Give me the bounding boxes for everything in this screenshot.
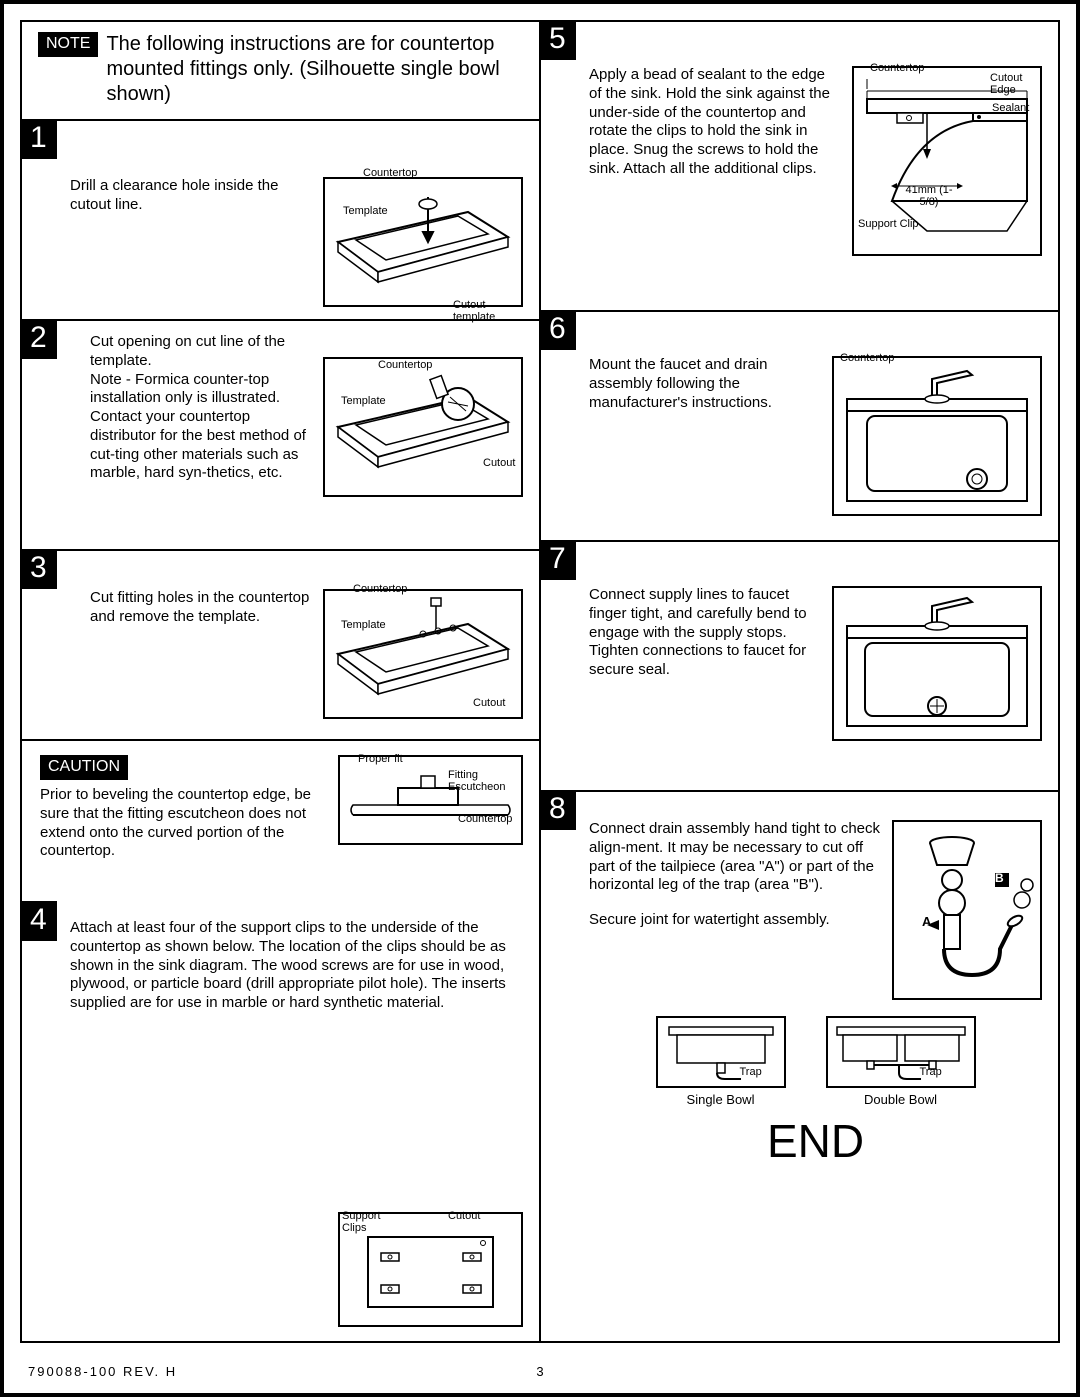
- step-5-number: 5: [539, 20, 576, 60]
- step-2-diagram: [323, 357, 523, 497]
- double-bowl-label: Double Bowl: [826, 1092, 976, 1108]
- step-3-text: Cut fitting holes in the countertop and …: [70, 589, 311, 627]
- caution-text: Prior to beveling the countertop edge, b…: [40, 786, 324, 861]
- label: Support Clips: [342, 1210, 392, 1234]
- step-3: 3 Cut fitting holes in the countertop an…: [22, 551, 539, 741]
- footer: 790088-100 REV. H 3: [28, 1364, 1052, 1379]
- label: Support Clip: [858, 218, 919, 230]
- step-5-text: Apply a bead of sealant to the edge of t…: [589, 66, 840, 179]
- step-1: 1 Drill a clearance hole inside the cuto…: [22, 121, 539, 321]
- step-7: 7 Connect supply lines to faucet finger …: [541, 542, 1058, 792]
- label: Template: [341, 395, 386, 407]
- note-text: The following instructions are for count…: [106, 32, 523, 107]
- end-label: END: [589, 1114, 1042, 1168]
- label: Countertop: [870, 62, 924, 74]
- single-bowl-label: Single Bowl: [656, 1092, 786, 1108]
- content-grid: NOTE The following instructions are for …: [20, 20, 1060, 1343]
- label: Cutout: [473, 697, 505, 709]
- label: Cutout template: [453, 299, 523, 323]
- step-3-number: 3: [20, 549, 57, 589]
- note-block: NOTE The following instructions are for …: [22, 22, 539, 121]
- double-bowl-diagram: Trap: [826, 1016, 976, 1088]
- step-6-diagram: [832, 356, 1042, 516]
- step-8: 8 Connect drain assembly hand tight to c…: [541, 792, 1058, 1341]
- single-bowl-diagram: Trap: [656, 1016, 786, 1088]
- label: Template: [343, 205, 388, 217]
- step-2-number: 2: [20, 319, 57, 359]
- step-1-text: Drill a clearance hole inside the cutout…: [70, 177, 311, 215]
- label: Cutout Edge: [990, 72, 1038, 96]
- step-8-text-1: Connect drain assembly hand tight to che…: [589, 820, 880, 895]
- label: Countertop: [840, 352, 894, 364]
- label: Template: [341, 619, 386, 631]
- label: Countertop: [458, 813, 512, 825]
- label-a: A: [922, 914, 931, 929]
- note-badge: NOTE: [38, 32, 98, 57]
- step-5: 5 Apply a bead of sealant to the edge of…: [541, 22, 1058, 312]
- step-6-text: Mount the faucet and drain assembly foll…: [589, 356, 820, 412]
- label: Trap: [920, 1066, 942, 1078]
- label: Cutout: [448, 1210, 480, 1222]
- step-8-diagram-trap: A B: [892, 820, 1042, 1000]
- step-4-block: CAUTION Prior to beveling the countertop…: [22, 741, 539, 1341]
- caution-badge: CAUTION: [40, 755, 128, 780]
- label: Countertop: [353, 583, 407, 595]
- step-2-text: Cut opening on cut line of the template.…: [70, 333, 311, 483]
- step-8-text-2: Secure joint for watertight assembly.: [589, 911, 880, 930]
- step-1-diagram: [323, 177, 523, 307]
- step-2: 2 Cut opening on cut line of the templat…: [22, 321, 539, 551]
- label: 41mm (1-5/8): [904, 184, 954, 208]
- step-6-number: 6: [539, 310, 576, 350]
- step-4-text: Attach at least four of the support clip…: [40, 919, 523, 1013]
- label: Sealant: [992, 102, 1029, 114]
- label: Countertop: [378, 359, 432, 371]
- label: Fitting Escutcheon: [448, 769, 518, 793]
- step-8-number: 8: [539, 790, 576, 830]
- label: Cutout: [483, 457, 515, 469]
- step-7-number: 7: [539, 540, 576, 580]
- step-1-number: 1: [20, 119, 57, 159]
- step-7-text: Connect supply lines to faucet finger ti…: [589, 586, 820, 680]
- label: Proper fit: [358, 753, 403, 765]
- page: NOTE The following instructions are for …: [0, 0, 1080, 1397]
- doc-number: 790088-100 REV. H: [28, 1364, 177, 1379]
- step-4-number: 4: [20, 901, 57, 941]
- page-number: 3: [536, 1364, 543, 1379]
- label: Trap: [740, 1066, 762, 1078]
- right-column: 5 Apply a bead of sealant to the edge of…: [541, 22, 1058, 1341]
- step-7-diagram: [832, 586, 1042, 741]
- step-6: 6 Mount the faucet and drain assembly fo…: [541, 312, 1058, 542]
- label: Countertop: [363, 167, 417, 179]
- left-column: NOTE The following instructions are for …: [22, 22, 541, 1341]
- label-b: B: [995, 871, 1004, 885]
